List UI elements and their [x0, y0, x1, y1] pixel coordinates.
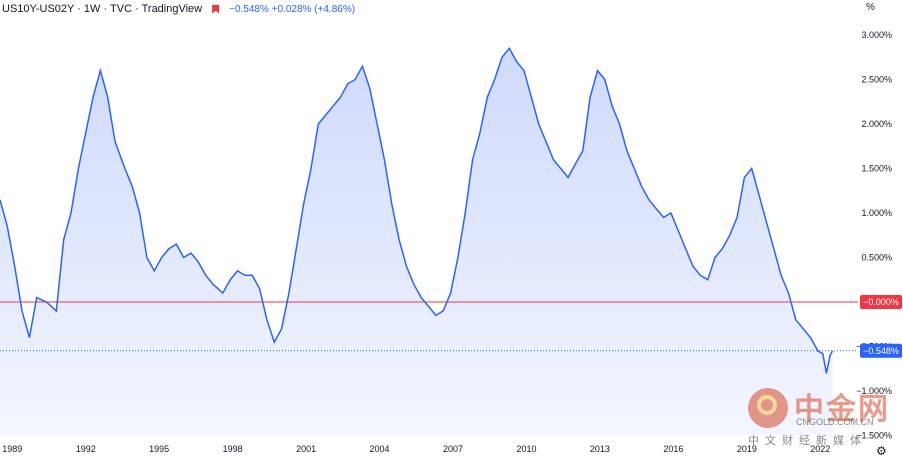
x-tick-label: 1998	[223, 444, 243, 454]
x-tick-label: 2016	[663, 444, 683, 454]
x-tick-label: 2007	[443, 444, 463, 454]
x-tick-label: 2001	[296, 444, 316, 454]
svg-text:−0.000%: −0.000%	[863, 297, 899, 307]
series-area	[0, 48, 833, 436]
x-tick-label: 2013	[590, 444, 610, 454]
x-tick-label: 2004	[370, 444, 390, 454]
x-tick-label: 2019	[737, 444, 757, 454]
unit-label: %	[866, 2, 875, 13]
x-axis: 1989 1992 1995 1998 2001 2004 2007 2010 2013 2016…	[2, 444, 830, 454]
y-tick-label: 1.000%	[861, 208, 892, 218]
y-tick-label: 2.500%	[861, 75, 892, 85]
y-tick-label: 0.500%	[861, 253, 892, 263]
watermark-name: 中金网	[794, 392, 890, 427]
watermark: 中金网 CNGOLD.COM.CN 中文财经新媒体	[748, 384, 898, 454]
cngold-logo-icon	[748, 388, 788, 428]
flag-icon[interactable]	[212, 4, 220, 14]
zero-badge: −0.000%	[860, 295, 902, 309]
x-tick-label: 1995	[149, 444, 169, 454]
x-tick-label: 2022	[810, 444, 830, 454]
x-tick-label: 2010	[516, 444, 536, 454]
watermark-url: CNGOLD.COM.CN	[796, 417, 874, 427]
y-tick-label: 3.000%	[861, 30, 892, 40]
chart-header: US10Y-US02Y · 1W · TVC · TradingView −0.…	[0, 0, 355, 18]
svg-text:−0.548%: −0.548%	[863, 346, 899, 356]
y-tick-label: −1.500%	[856, 431, 892, 441]
y-tick-label: 1.500%	[861, 164, 892, 174]
watermark-subtitle: 中文财经新媒体	[748, 434, 867, 447]
y-tick-label: −1.000%	[856, 386, 892, 396]
x-tick-label: 1989	[2, 444, 22, 454]
gear-icon[interactable]: ⚙	[876, 444, 887, 458]
series-line	[0, 46, 834, 374]
y-axis: 3.000%2.500%2.000%1.500%1.000%0.500%−0.5…	[856, 30, 892, 441]
price-change: −0.548% +0.028% (+4.86%)	[229, 3, 356, 15]
last-value-badge: −0.548%	[860, 343, 902, 358]
x-tick-label: 1992	[76, 444, 96, 454]
y-tick-label: 2.000%	[861, 119, 892, 129]
symbol-label[interactable]: US10Y-US02Y · 1W · TVC · TradingView	[2, 3, 203, 15]
